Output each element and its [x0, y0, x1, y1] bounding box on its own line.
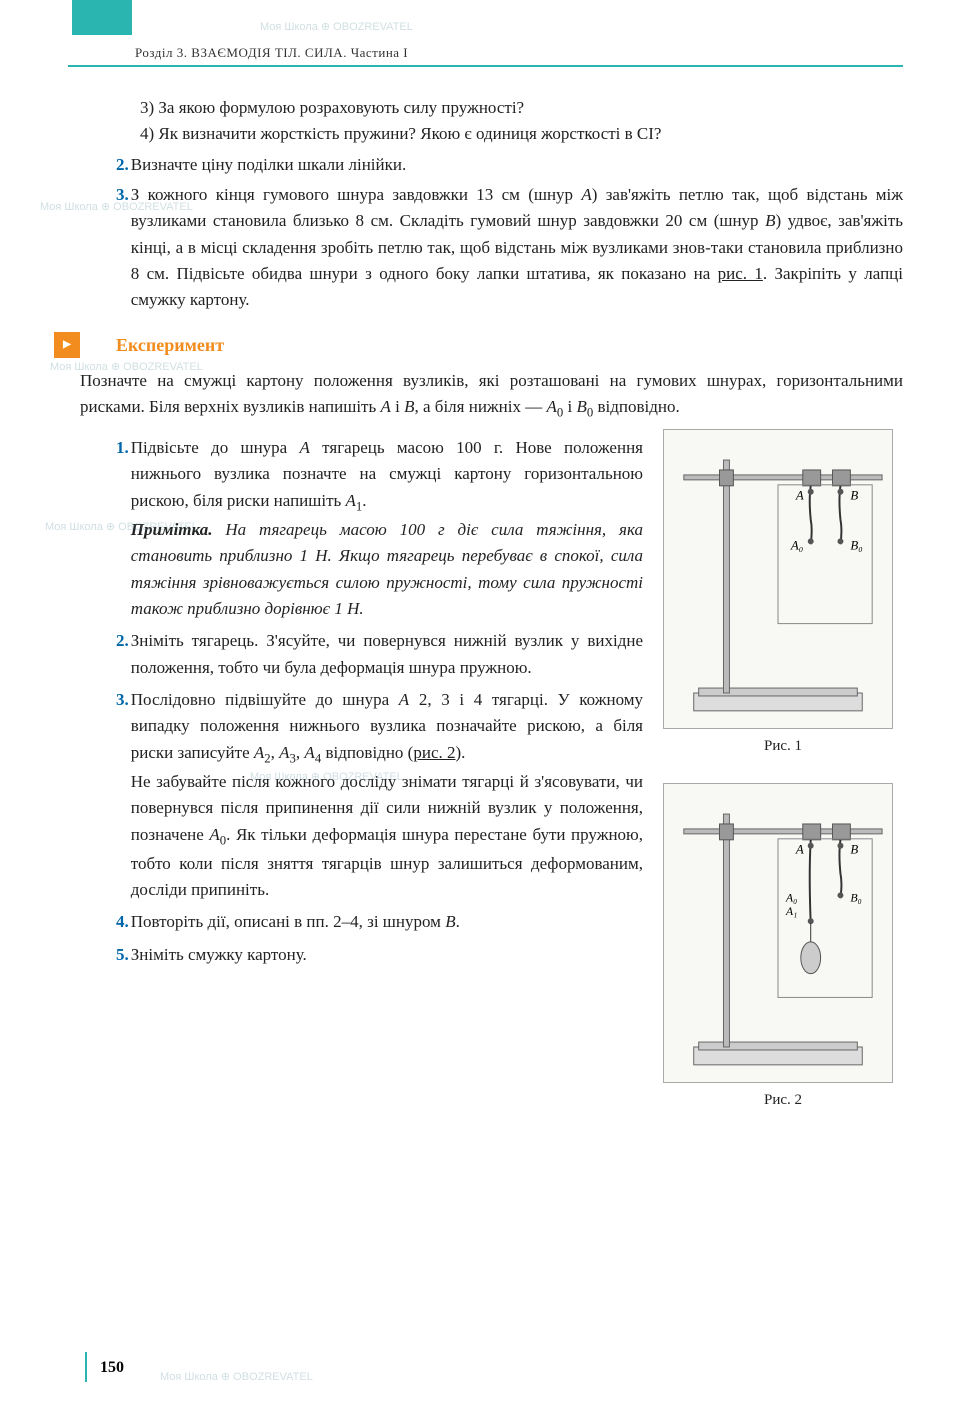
text-fragment: ,: [271, 743, 280, 762]
variable-B: B: [765, 211, 775, 230]
item-text: Визначте ціну поділки шкали лінійки.: [131, 152, 903, 178]
text-column: 1. Підвісьте до шнура A тягарець масою 1…: [80, 429, 643, 1138]
step-number: 1.: [80, 435, 129, 622]
label-A0: A₀: [790, 538, 803, 552]
exp-step-2: 2. Зніміть тягарець. З'ясуйте, чи поверн…: [80, 628, 643, 681]
item-number: 3.: [80, 182, 129, 314]
text-fragment: і: [563, 397, 576, 416]
experiment-intro: Позначте на смужці картону положення вуз…: [80, 368, 903, 423]
variable-A: A: [381, 397, 391, 416]
text-fragment: Послідовно підвішуйте до шнура: [131, 690, 399, 709]
item-number: 2.: [80, 152, 129, 178]
content-area: 3) За якою формулою розраховують силу пр…: [0, 0, 963, 1198]
text-fragment: і: [391, 397, 404, 416]
variable-A: A: [581, 185, 591, 204]
step-text: Зніміть смужку картону.: [131, 942, 643, 968]
step-text: Зніміть тягарець. З'ясуйте, чи повернувс…: [131, 628, 643, 681]
text-fragment: , а біля нижніх —: [415, 397, 547, 416]
play-icon: [54, 332, 80, 358]
step-number: 4.: [80, 909, 129, 935]
variable-A3: A: [279, 743, 289, 762]
figure-1: A B A₀ B₀: [663, 429, 893, 729]
step-number: 2.: [80, 628, 129, 681]
variable-A4: A: [304, 743, 314, 762]
variable-A0: A: [547, 397, 557, 416]
item-text: З кожного кінця гумового шнура завдовжки…: [131, 182, 903, 314]
header-section-label: Розділ 3. ВЗАЄМОДІЯ ТІЛ. СИЛА. Частина I: [135, 45, 408, 61]
variable-A: A: [300, 438, 310, 457]
label-A: A: [795, 489, 804, 503]
variable-B: B: [404, 397, 414, 416]
exp-step-1: 1. Підвісьте до шнура A тягарець масою 1…: [80, 435, 643, 622]
watermark: Моя Школа ⊕ OBOZREVATEL: [160, 1370, 313, 1383]
text-fragment: .: [362, 491, 366, 510]
step-number: 3.: [80, 687, 129, 903]
variable-A1: A: [346, 491, 356, 510]
svg-text:A: A: [795, 843, 804, 857]
question-3: 3) За якою формулою розраховують силу пр…: [80, 95, 903, 121]
note-label: Примітка.: [131, 520, 213, 539]
header-tab: [72, 0, 132, 35]
exp-step-5: 5. Зніміть смужку картону.: [80, 942, 643, 968]
variable-A0: A: [209, 825, 219, 844]
svg-text:B₀: B₀: [850, 891, 861, 905]
apparatus-diagram-2: A B A₀ A₁ B₀: [664, 784, 892, 1082]
label-B0: B₀: [850, 538, 862, 552]
step-text: Повторіть дії, описані в пп. 2–4, зі шну…: [131, 909, 643, 935]
text-fragment: Підвісьте до шнура: [131, 438, 300, 457]
variable-A: A: [399, 690, 409, 709]
text-fragment: відповідно (: [321, 743, 413, 762]
variable-A2: A: [254, 743, 264, 762]
exp-step-3: 3. Послідовно підвішуйте до шнура A 2, 3…: [80, 687, 643, 903]
experiment-heading: Експеримент: [116, 332, 903, 360]
text-fragment: відповідно.: [593, 397, 680, 416]
page-number: 150: [100, 1359, 124, 1377]
figure-column: A B A₀ B₀ Рис. 1: [663, 429, 903, 1138]
header-rule: [68, 65, 903, 67]
svg-text:A₁: A₁: [785, 905, 797, 919]
step-text: Послідовно підвішуйте до шнура A 2, 3 і …: [131, 687, 643, 903]
step-text: Підвісьте до шнура A тягарець масою 100 …: [131, 435, 643, 622]
list-item-3: 3. З кожного кінця гумового шнура завдов…: [80, 182, 903, 314]
heading-text: Експеримент: [116, 335, 224, 355]
text-fragment: Повторіть дії, описані в пп. 2–4, зі шну…: [131, 912, 445, 931]
figure-1-caption: Рис. 1: [663, 735, 903, 758]
variable-B0: B: [577, 397, 587, 416]
step-number: 5.: [80, 942, 129, 968]
list-item-2: 2. Визначте ціну поділки шкали лінійки.: [80, 152, 903, 178]
textbook-page: Розділ 3. ВЗАЄМОДІЯ ТІЛ. СИЛА. Частина I…: [0, 0, 963, 1417]
figure-ref: рис. 2: [413, 743, 455, 762]
question-4: 4) Як визначити жорсткість пружини? Якою…: [80, 121, 903, 147]
svg-text:A₀: A₀: [785, 891, 797, 905]
figure-2-caption: Рис. 2: [663, 1089, 903, 1112]
variable-B: B: [445, 912, 455, 931]
page-number-accent: [85, 1352, 87, 1382]
text-fragment: З кожного кінця гумового шнура завдовжки…: [131, 185, 582, 204]
label-B: B: [850, 489, 858, 503]
figure-2: A B A₀ A₁ B₀: [663, 783, 893, 1083]
text-fragment: ).: [456, 743, 466, 762]
figure-ref: рис. 1: [718, 264, 763, 283]
text-fragment: .: [456, 912, 460, 931]
svg-text:B: B: [850, 843, 858, 857]
exp-step-4: 4. Повторіть дії, описані в пп. 2–4, зі …: [80, 909, 643, 935]
two-column-region: 1. Підвісьте до шнура A тягарець масою 1…: [80, 429, 903, 1138]
apparatus-diagram-1: A B A₀ B₀: [664, 430, 892, 728]
